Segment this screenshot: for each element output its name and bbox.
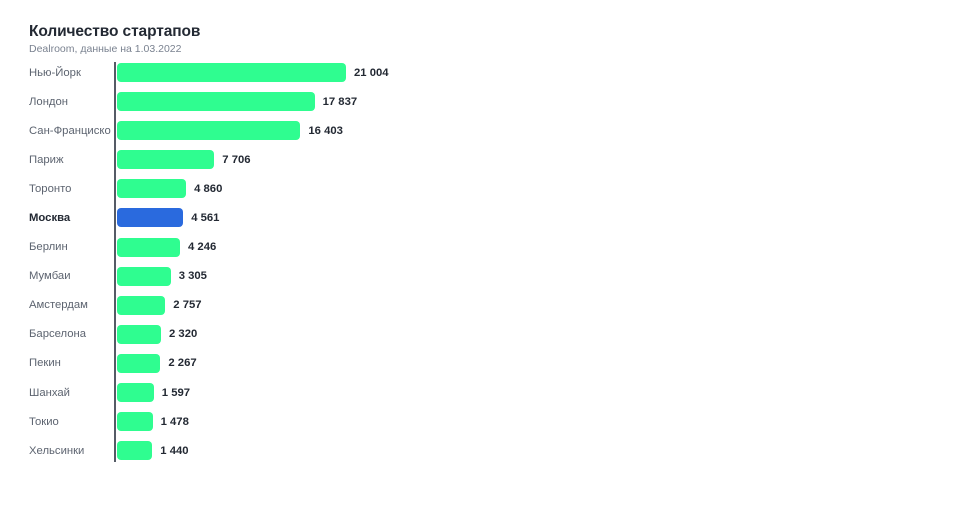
bar <box>117 150 215 170</box>
bar-value-label: 16 403 <box>308 124 343 137</box>
bar-row-label: Берлин <box>29 241 68 254</box>
chart-header-startups: Количество стартапов Dealroom, данные на… <box>29 23 200 56</box>
bar-row-label: Амстердам <box>29 299 88 312</box>
bar-value-label: 1 597 <box>161 386 191 399</box>
bar-value-label: 7 706 <box>222 153 251 166</box>
bar-value-label: 1 478 <box>160 415 189 428</box>
bar-track: 21 004 <box>109 60 474 85</box>
bar-value-label: 3 305 <box>178 270 207 283</box>
chart-axis-line-startups <box>114 62 116 462</box>
bar-track: 4 561 <box>109 205 474 230</box>
bar <box>117 441 153 461</box>
chart-subtitle-startups: Dealroom, данные на 1.03.2022 <box>29 43 182 55</box>
bar-row-label: Сан-Франциско <box>29 124 111 137</box>
bar-track: 2 267 <box>109 351 474 376</box>
bar <box>117 324 161 344</box>
bar-row: Торонто 4 860 <box>29 176 474 201</box>
bar-track: 7 706 <box>109 147 474 172</box>
bar-value-label: 4 561 <box>191 211 220 224</box>
bar <box>117 295 166 315</box>
bar-value-label: 2 267 <box>168 357 197 370</box>
bar <box>117 237 180 257</box>
bar <box>117 121 301 141</box>
bar-row: Амстердам 2 757 <box>29 293 474 318</box>
bar-row: Берлин 4 246 <box>29 235 474 260</box>
bar-value-label: 2 320 <box>169 328 198 341</box>
bar-track: 3 305 <box>109 264 474 289</box>
chart-panel-unicorns: Количество единорогов CBInsights, данные… <box>487 0 955 513</box>
bar-row-label: Мумбаи <box>29 270 71 283</box>
bar-row: Москва 4 561 <box>29 205 474 230</box>
bar-track: 2 320 <box>109 322 474 347</box>
bar <box>117 179 187 199</box>
bar-track: 4 860 <box>109 176 474 201</box>
bar-row-label: Хельсинки <box>29 444 85 457</box>
bar-track: 16 403 <box>109 118 474 143</box>
bar-row: Лондон 17 837 <box>29 89 474 114</box>
bar-row-label: Париж <box>29 153 64 166</box>
bar <box>117 92 315 112</box>
bar-row-label: Пекин <box>29 357 61 370</box>
chart-plot-startups: Нью-Йорк 21 004 Лондон 17 837 Сан-Франциско 1… <box>29 60 474 467</box>
bar-rows-startups: Нью-Йорк 21 004 Лондон 17 837 Сан-Франциско 1… <box>29 60 474 463</box>
bar <box>117 266 171 286</box>
bar-row-label: Шанхай <box>29 386 70 399</box>
bar-row: Барселона 2 320 <box>29 322 474 347</box>
bar-value-label: 17 837 <box>322 95 358 108</box>
bar-row: Париж 7 706 <box>29 147 474 172</box>
bar-track: 2 757 <box>109 293 474 318</box>
bar-value-label: 21 004 <box>354 66 389 79</box>
bar-row: Хельсинки 1 440 <box>29 438 474 463</box>
bar <box>117 63 346 82</box>
bar-row-label: Москва <box>29 211 71 224</box>
bar-track: 4 246 <box>109 235 474 260</box>
bar-row-label: Нью-Йорк <box>29 66 81 79</box>
bar-value-label: 4 860 <box>194 182 223 195</box>
bar-row: Токио 1 478 <box>29 409 474 434</box>
bar-track: 1 597 <box>109 380 474 405</box>
bar-row: Пекин 2 267 <box>29 351 474 376</box>
bar-row-label: Токио <box>29 415 59 428</box>
bar-value-label: 4 246 <box>188 241 217 254</box>
bar <box>117 383 154 403</box>
bar <box>117 208 184 228</box>
bar-track: 17 837 <box>109 89 474 114</box>
bar-row: Шанхай 1 597 <box>29 380 474 405</box>
bar-row-label: Барселона <box>29 328 87 341</box>
bar-row: Мумбаи 3 305 <box>29 264 474 289</box>
bar-row-label: Лондон <box>29 95 69 108</box>
bar <box>117 353 161 373</box>
bar-row-label: Торонто <box>29 182 72 195</box>
bar-track: 1 478 <box>109 409 474 434</box>
chart-title-startups: Количество стартапов <box>29 23 201 40</box>
bar-track: 1 440 <box>109 438 474 463</box>
bar-row: Нью-Йорк 21 004 <box>29 60 474 85</box>
bar-value-label: 2 757 <box>173 299 202 312</box>
bar-value-label: 1 440 <box>160 444 189 457</box>
bar-row: Сан-Франциско 16 403 <box>29 118 474 143</box>
chart-panel-startups: Количество стартапов Dealroom, данные на… <box>29 23 474 467</box>
bar <box>117 412 153 432</box>
